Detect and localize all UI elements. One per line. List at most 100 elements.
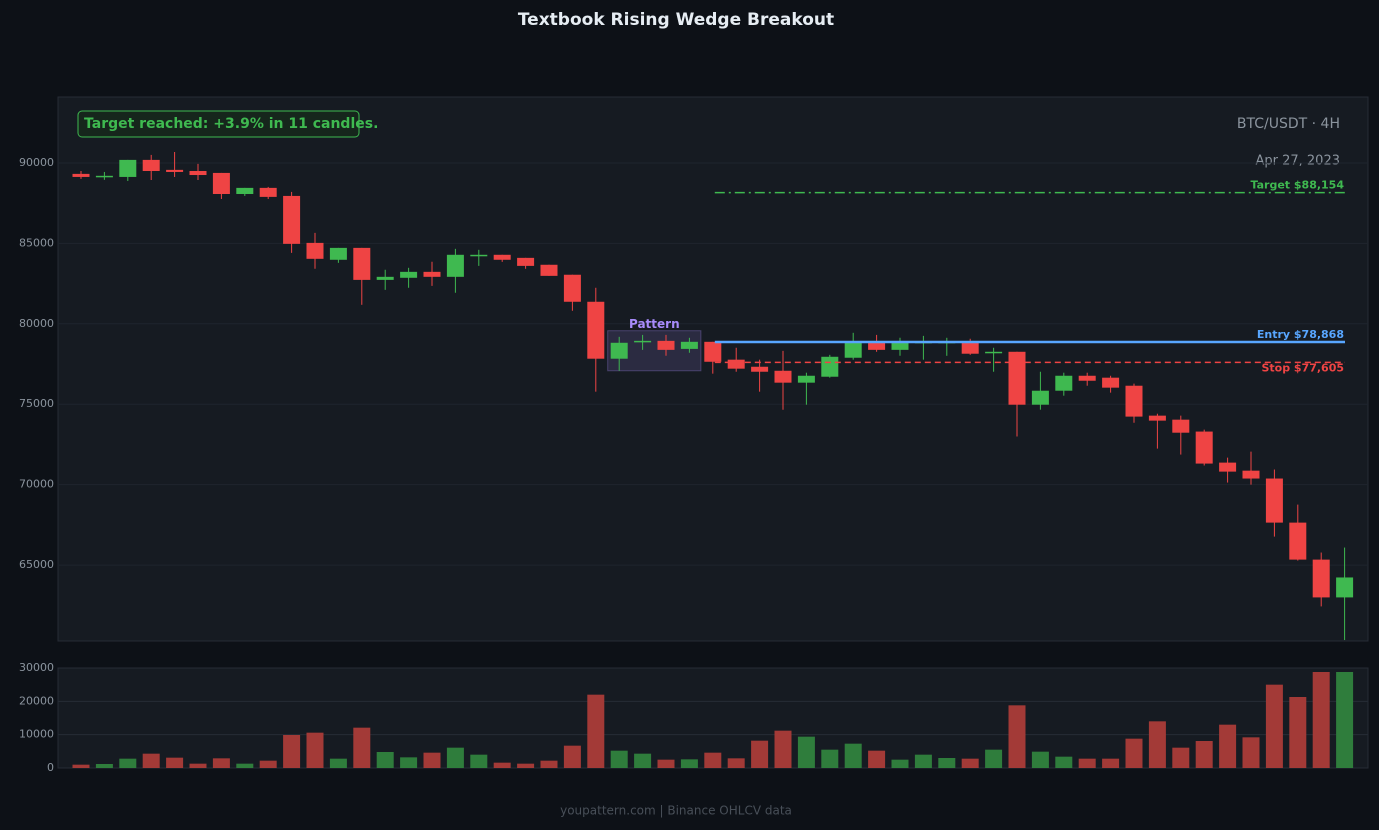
annotation-box bbox=[77, 110, 360, 138]
candle-body bbox=[446, 254, 464, 277]
candle-body bbox=[563, 274, 581, 302]
volume-bar bbox=[95, 764, 113, 768]
candle-body bbox=[587, 301, 605, 359]
candle-body bbox=[142, 159, 160, 171]
volume-bar bbox=[774, 730, 792, 768]
candle-body bbox=[306, 242, 324, 259]
candle-body bbox=[376, 276, 394, 280]
candle-body bbox=[423, 271, 441, 277]
candle-body bbox=[189, 170, 207, 176]
volume-bar bbox=[634, 753, 652, 768]
volume-bar bbox=[727, 758, 745, 768]
volume-bar bbox=[1055, 756, 1073, 768]
candle-body bbox=[1055, 375, 1073, 391]
chart-title: Textbook Rising Wedge Breakout bbox=[518, 10, 834, 30]
candle-body bbox=[821, 356, 839, 377]
candle-body bbox=[1336, 577, 1354, 598]
volume-bar bbox=[610, 750, 628, 768]
candle-body bbox=[400, 271, 418, 278]
candle-body bbox=[493, 254, 511, 260]
y-tick-label: 70000 bbox=[19, 478, 54, 491]
volume-bar bbox=[540, 760, 558, 768]
volume-bar bbox=[212, 758, 230, 768]
volume-bar bbox=[797, 736, 815, 768]
volume-bar bbox=[868, 750, 886, 768]
candle-body bbox=[891, 341, 909, 350]
volume-bar bbox=[517, 763, 535, 768]
candle-body bbox=[1289, 522, 1307, 560]
volume-bar bbox=[985, 749, 1003, 768]
y-tick-label: 80000 bbox=[19, 317, 54, 330]
symbol: BTC/USDT · 4H bbox=[1237, 116, 1340, 132]
candle-body bbox=[1078, 375, 1096, 381]
candle-body bbox=[610, 342, 628, 359]
volume-bar bbox=[259, 760, 277, 768]
candle-body bbox=[353, 247, 371, 280]
candle-body bbox=[95, 175, 113, 178]
candle-body bbox=[680, 341, 698, 349]
volume-bar bbox=[938, 758, 956, 768]
volume-bar bbox=[657, 759, 675, 768]
volume-bar bbox=[1289, 697, 1307, 768]
volume-bar bbox=[329, 758, 347, 768]
volume-bar bbox=[1078, 758, 1096, 768]
volume-bar bbox=[400, 757, 418, 768]
volume-bar bbox=[470, 754, 488, 768]
candle-body bbox=[540, 264, 558, 276]
volume-bar bbox=[493, 762, 511, 768]
volume-bar bbox=[1172, 747, 1190, 768]
y-tick-label: 20000 bbox=[19, 694, 54, 707]
level-label: Target $88,154 bbox=[1251, 179, 1345, 192]
volume-bar bbox=[1148, 721, 1166, 768]
volume-bar bbox=[751, 740, 769, 768]
volume-bar bbox=[1219, 724, 1237, 768]
candle-body bbox=[727, 359, 745, 369]
volume-bar bbox=[1031, 751, 1049, 768]
volume-bar bbox=[587, 694, 605, 768]
candle-body bbox=[1102, 377, 1120, 388]
volume-bar bbox=[142, 753, 160, 768]
volume-bar bbox=[1265, 684, 1283, 768]
volume-bar bbox=[236, 763, 254, 768]
volume-bar bbox=[353, 727, 371, 768]
date: Apr 27, 2023 bbox=[1255, 154, 1340, 169]
volume-bar bbox=[1102, 758, 1120, 768]
candle-body bbox=[985, 351, 1003, 354]
candle-body bbox=[119, 159, 137, 177]
candle-body bbox=[751, 366, 769, 372]
candle-body bbox=[329, 247, 347, 260]
y-tick-label: 65000 bbox=[19, 558, 54, 571]
volume-bar bbox=[680, 759, 698, 768]
candle-body bbox=[844, 342, 862, 358]
volume-bar bbox=[961, 758, 979, 768]
candle-body bbox=[961, 341, 979, 354]
y-tick-label: 30000 bbox=[19, 661, 54, 674]
volume-bar bbox=[166, 757, 184, 768]
candle-body bbox=[797, 375, 815, 383]
candle-body bbox=[657, 340, 675, 350]
volume-bar bbox=[844, 743, 862, 768]
level-label: Entry $78,868 bbox=[1257, 328, 1344, 341]
y-tick-label: 10000 bbox=[19, 728, 54, 741]
volume-bar bbox=[189, 763, 207, 768]
candle-body bbox=[470, 254, 488, 257]
candle-body bbox=[517, 257, 535, 266]
y-tick-label: 85000 bbox=[19, 236, 54, 249]
candle-body bbox=[212, 172, 230, 194]
candle-body bbox=[868, 341, 886, 350]
volume-bar bbox=[1242, 737, 1260, 768]
y-tick-label: 90000 bbox=[19, 156, 54, 169]
volume-bar bbox=[119, 758, 137, 768]
candle-body bbox=[283, 195, 301, 244]
volume-bar bbox=[376, 752, 394, 768]
candle-body bbox=[774, 370, 792, 383]
volume-bar bbox=[1008, 705, 1026, 768]
volume-bar bbox=[1125, 738, 1143, 768]
volume-bar bbox=[563, 745, 581, 768]
volume-bar bbox=[704, 752, 722, 768]
volume-bar bbox=[1336, 672, 1354, 768]
candle-body bbox=[166, 169, 184, 172]
level-label: Stop $77,605 bbox=[1261, 361, 1344, 374]
